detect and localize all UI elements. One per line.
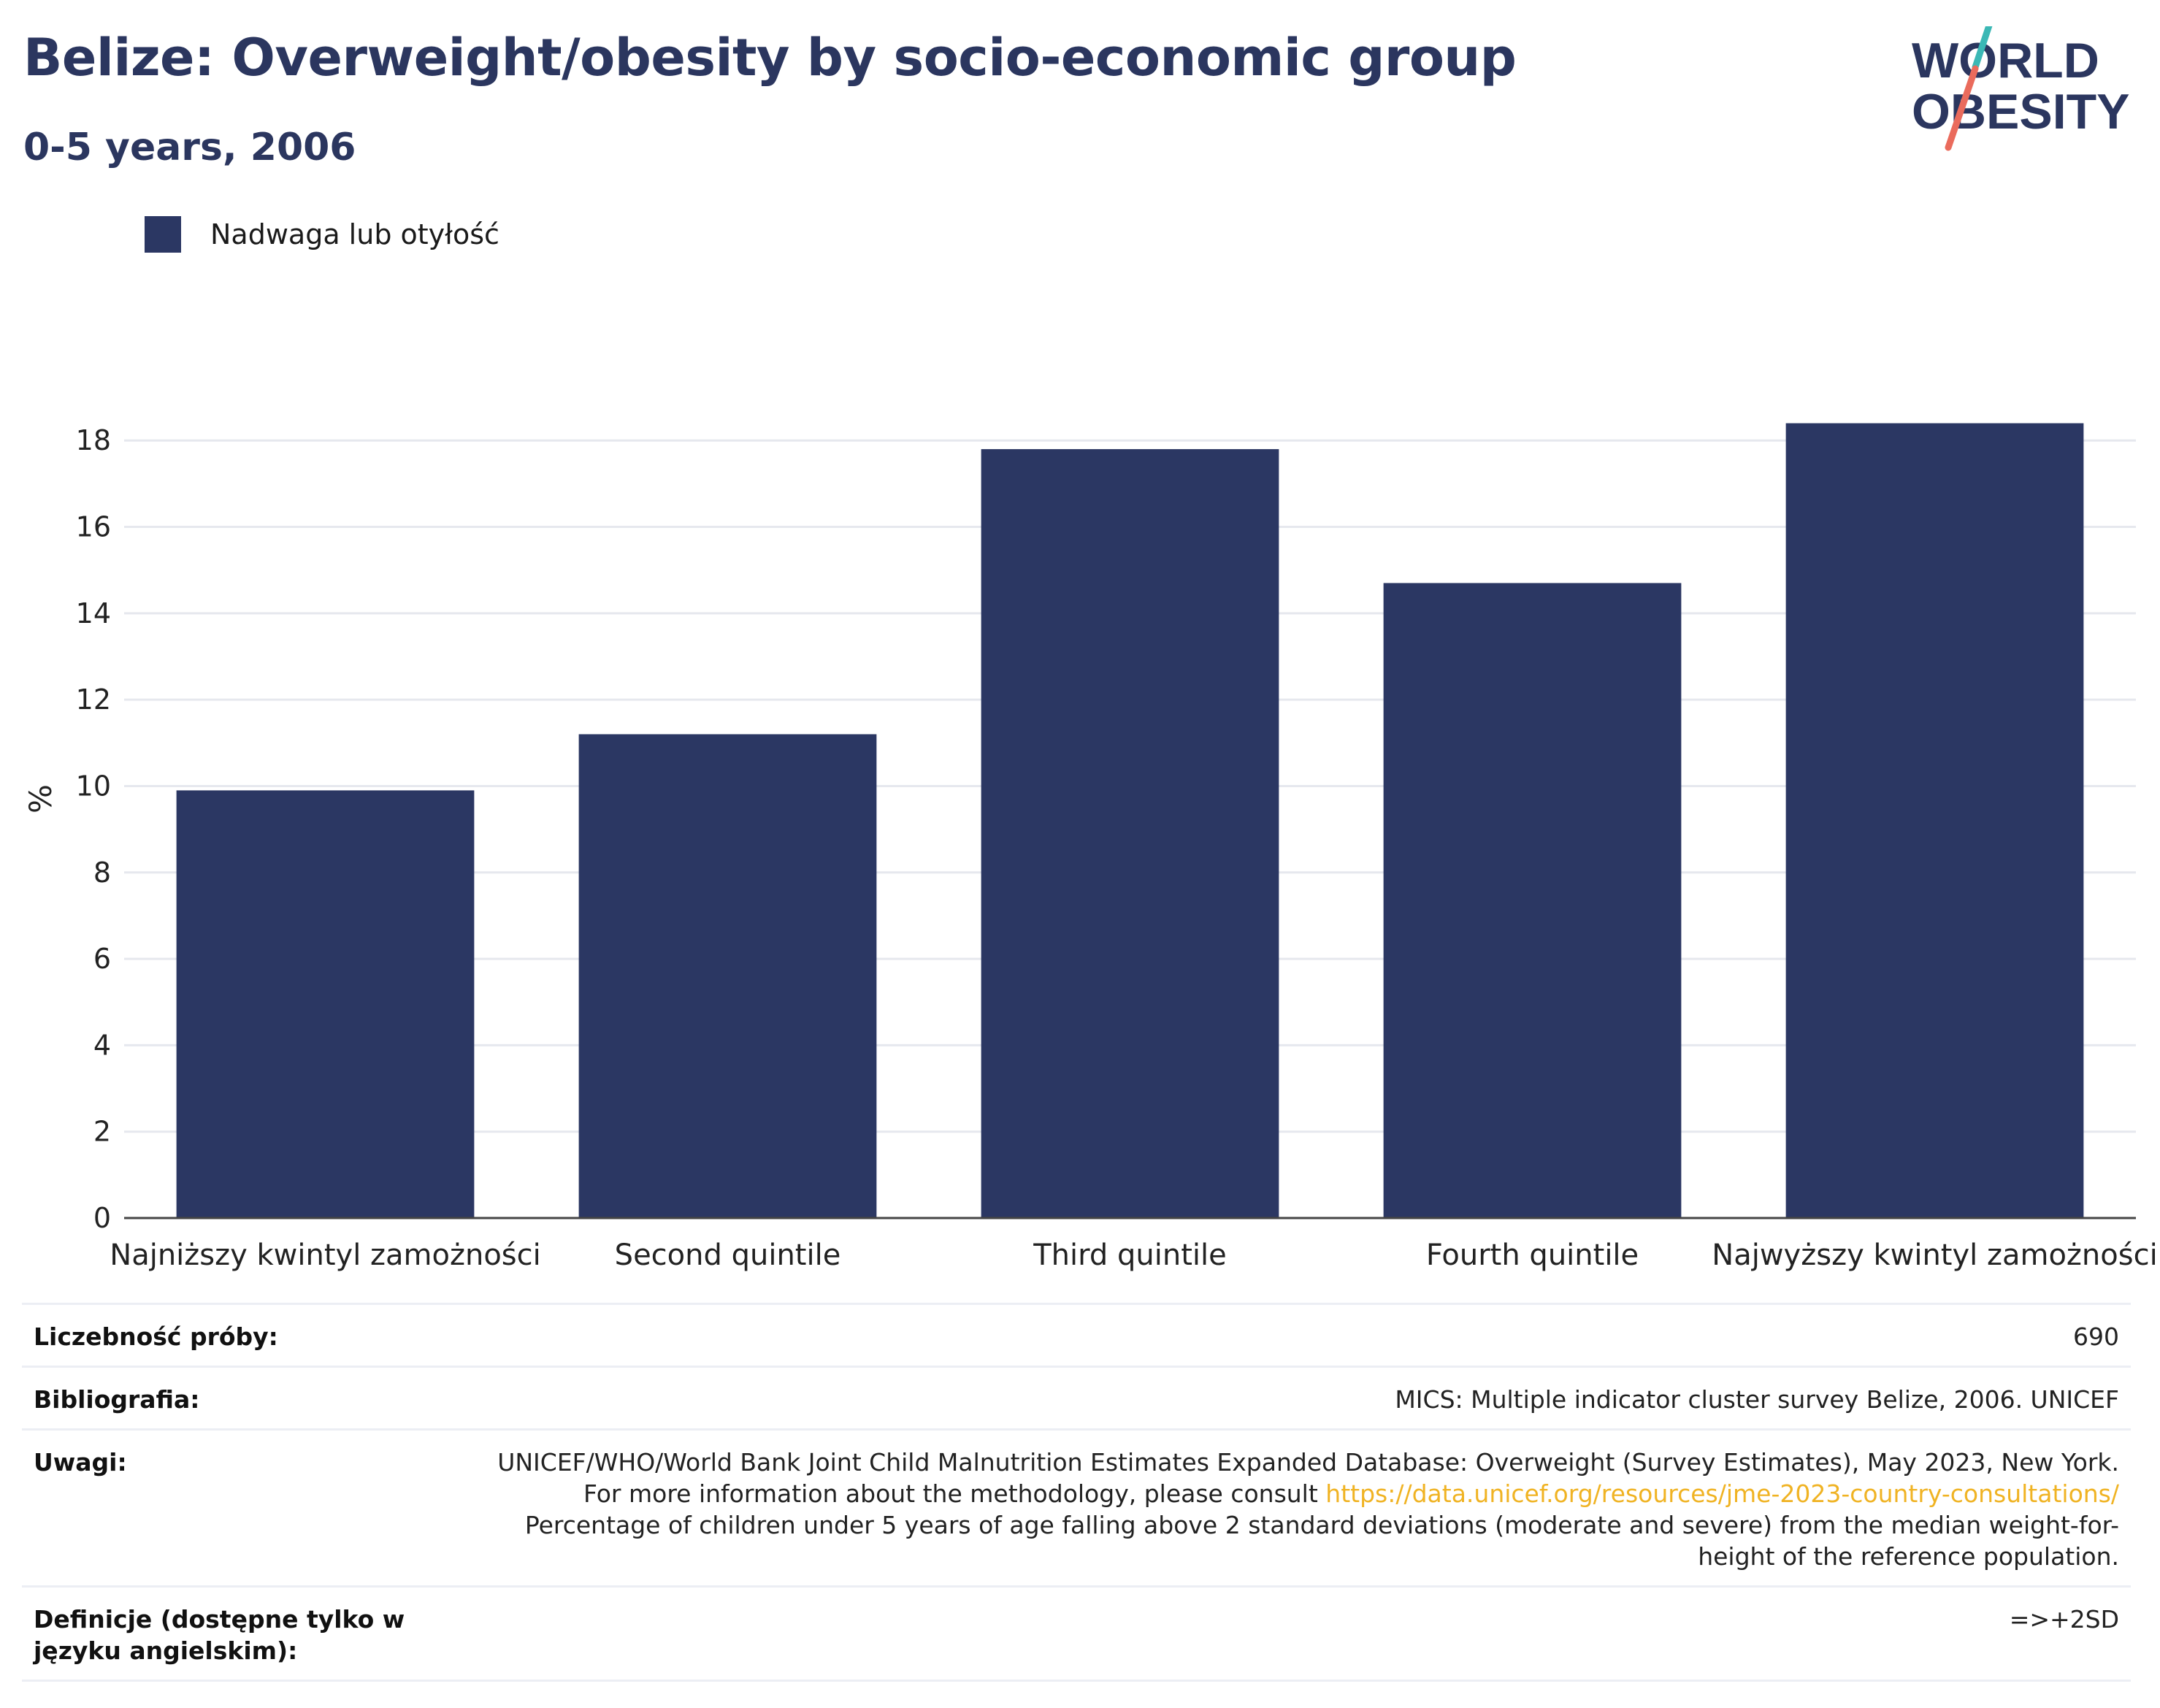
y-tick-label: 0 xyxy=(93,1202,111,1234)
metadata-table: Liczebność próby: 690 Bibliografia: MICS… xyxy=(22,1303,2131,1682)
meta-value: MICS: Multiple indicator cluster survey … xyxy=(1395,1385,2119,1414)
logo-slash-coral xyxy=(1945,65,1979,151)
meta-row-definitions: Definicje (dostępne tylko w języku angie… xyxy=(22,1585,2131,1682)
meta-value: UNICEF/WHO/World Bank Joint Child Malnut… xyxy=(486,1447,2119,1572)
legend-swatch xyxy=(145,216,181,253)
meta-key: Liczebność próby: xyxy=(34,1322,278,1351)
world-obesity-logo: WORLD OBESITY xyxy=(1912,26,2130,151)
x-tick-label: Najniższy kwintyl zamożności xyxy=(110,1238,540,1272)
logo-slash-teal xyxy=(1972,26,1993,71)
x-tick-label: Second quintile xyxy=(615,1238,841,1272)
bar xyxy=(981,449,1279,1218)
legend-label: Nadwaga lub otyłość xyxy=(210,218,499,250)
methodology-link[interactable]: https://data.unicef.org/resources/jme-20… xyxy=(1325,1479,2119,1508)
bar-chart: 0 2 4 6 8 10 12 14 16 18% Najniższy kwintyl zamożn… xyxy=(23,423,2158,1272)
y-tick-label: 4 xyxy=(93,1029,111,1061)
meta-key: Bibliografia: xyxy=(34,1385,200,1414)
bar xyxy=(578,734,877,1218)
chart-subtitle: 0-5 years, 2006 xyxy=(23,126,356,169)
logo-line2: OBESITY xyxy=(1912,84,2130,139)
x-tick-label: Third quintile xyxy=(1033,1238,1226,1272)
notes-text: UNICEF/WHO/World Bank Joint Child Malnut… xyxy=(497,1448,2119,1508)
bar xyxy=(176,790,475,1218)
bar xyxy=(1383,583,1682,1218)
y-tick-label: 18 xyxy=(76,424,111,456)
y-tick-label: 12 xyxy=(76,683,111,716)
meta-row-sample-size: Liczebność próby: 690 xyxy=(22,1303,2131,1366)
y-tick-label: 16 xyxy=(76,511,111,543)
meta-key: Definicje (dostępne tylko w języku angie… xyxy=(34,1605,405,1665)
meta-value: =>+2SD xyxy=(2009,1605,2119,1634)
logo-line1: WORLD xyxy=(1912,33,2099,88)
y-tick-label: 6 xyxy=(93,943,111,975)
x-tick-label: Fourth quintile xyxy=(1426,1238,1639,1272)
chart-title: Belize: Overweight/obesity by socio-econ… xyxy=(23,28,1517,88)
meta-value: 690 xyxy=(2073,1322,2119,1351)
meta-key: Uwagi: xyxy=(34,1448,127,1477)
bar xyxy=(1785,423,2084,1219)
y-tick-label: 14 xyxy=(76,597,111,629)
legend: Nadwaga lub otyłość xyxy=(145,216,499,253)
y-tick-label: 8 xyxy=(93,857,111,889)
meta-row-bibliography: Bibliografia: MICS: Multiple indicator c… xyxy=(22,1366,2131,1428)
x-tick-label: Najwyższy kwintyl zamożności xyxy=(1712,1238,2157,1272)
meta-row-notes: Uwagi: UNICEF/WHO/World Bank Joint Child… xyxy=(22,1428,2131,1585)
y-axis-label: % xyxy=(23,784,58,813)
y-tick-label: 10 xyxy=(76,770,111,802)
notes-definition-text: Percentage of children under 5 years of … xyxy=(524,1511,2119,1571)
y-tick-label: 2 xyxy=(93,1116,111,1148)
